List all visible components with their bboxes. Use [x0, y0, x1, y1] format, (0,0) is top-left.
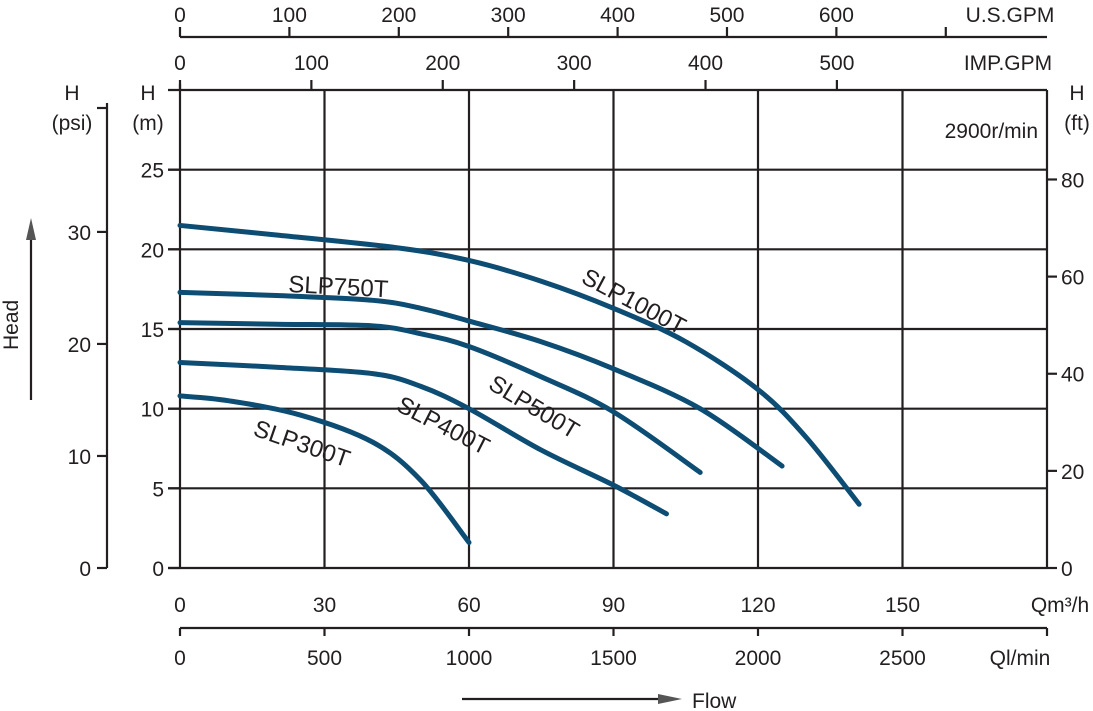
x-tick-label-m3h: 90 — [602, 594, 625, 617]
curve-label: SLP300T — [250, 415, 354, 473]
x-tick-label-usgpm: 300 — [491, 4, 526, 27]
x-tick-label-lmin: 2500 — [879, 647, 926, 670]
curve-label: SLP500T — [484, 370, 584, 445]
x-tick-label-impgpm: 0 — [174, 52, 186, 75]
y-tick-label-psi: 10 — [68, 446, 91, 469]
x-tick-label-m3h: 0 — [174, 594, 186, 617]
y-tick-label-ft: 20 — [1061, 461, 1084, 484]
curve-slp300t — [177, 393, 472, 546]
y-axis-psi-unit: (psi) — [52, 112, 93, 135]
x-tick-label-usgpm: 0 — [174, 4, 186, 27]
flow-arrow-icon — [658, 694, 682, 704]
x-tick-label-lmin: 500 — [307, 647, 342, 670]
y-axis-ft-title: H — [1069, 82, 1084, 105]
x-tick-label-impgpm: 200 — [425, 52, 460, 75]
curve-slp750t — [177, 289, 785, 469]
y-tick-label-psi: 30 — [68, 222, 91, 245]
y-tick-label-psi: 20 — [68, 334, 91, 357]
x-tick-label-lmin: 1000 — [446, 647, 493, 670]
x-tick-label-m3h: 150 — [885, 594, 920, 617]
x-axis-label-impgpm: IMP.GPM — [964, 52, 1052, 75]
y-axis-psi-title: H — [64, 82, 79, 105]
y-axis-label: Head — [0, 300, 23, 350]
y-tick-label-m: 20 — [141, 239, 164, 262]
y-tick-label-ft: 40 — [1061, 364, 1084, 387]
curve-slp500t — [177, 320, 703, 475]
x-tick-label-m3h: 60 — [457, 594, 480, 617]
x-tick-label-impgpm: 500 — [819, 52, 854, 75]
curve-label: SLP400T — [392, 391, 494, 461]
y-tick-label-m: 10 — [141, 399, 164, 422]
y-tick-label-ft: 80 — [1061, 169, 1084, 192]
y-tick-label-ft: 60 — [1061, 267, 1084, 290]
curve-slp1000t — [177, 222, 862, 507]
x-tick-label-m3h: 120 — [740, 594, 775, 617]
x-tick-label-lmin: 0 — [174, 647, 186, 670]
y-axis-m-title: H — [140, 82, 155, 105]
x-axis-label-usgpm: U.S.GPM — [966, 4, 1055, 27]
x-tick-label-usgpm: 500 — [709, 4, 744, 27]
x-tick-label-usgpm: 100 — [272, 4, 307, 27]
x-tick-label-impgpm: 300 — [557, 52, 592, 75]
x-tick-label-impgpm: 400 — [688, 52, 723, 75]
x-axis-label-lmin: Ql/min — [990, 647, 1051, 670]
y-tick-label-m: 0 — [152, 558, 164, 581]
x-axis-label: Flow — [692, 690, 737, 711]
speed-annotation: 2900r/min — [945, 120, 1038, 143]
x-tick-label-usgpm: 400 — [600, 4, 635, 27]
x-tick-label-lmin: 1500 — [590, 647, 637, 670]
x-tick-label-usgpm: 200 — [381, 4, 416, 27]
y-axis-m-unit: (m) — [132, 112, 163, 135]
y-tick-label-m: 15 — [141, 319, 164, 342]
x-tick-label-usgpm: 600 — [819, 4, 854, 27]
curve-label: SLP750T — [288, 271, 390, 303]
head-arrow-icon — [26, 218, 36, 240]
y-axis-ft-unit: (ft) — [1064, 112, 1090, 135]
y-tick-label-ft: 0 — [1061, 558, 1073, 581]
x-tick-label-impgpm: 100 — [294, 52, 329, 75]
curve-slp400t — [177, 359, 669, 517]
y-tick-label-psi: 0 — [79, 558, 91, 581]
y-tick-label-m: 5 — [152, 478, 164, 501]
x-tick-label-m3h: 30 — [313, 594, 336, 617]
x-tick-label-lmin: 2000 — [735, 647, 782, 670]
y-tick-label-m: 25 — [141, 160, 164, 183]
x-axis-label-m3h: Qm³/h — [1031, 594, 1089, 617]
